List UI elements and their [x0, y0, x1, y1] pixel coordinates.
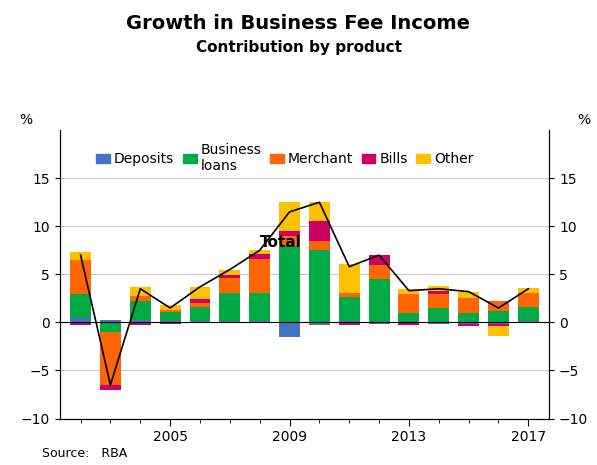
Bar [250, 321, 270, 322]
Bar [279, 236, 300, 246]
Bar [368, 265, 390, 279]
Text: Contribution by product: Contribution by product [195, 40, 402, 54]
Bar [368, 322, 390, 324]
Bar [130, 301, 151, 320]
Bar [219, 321, 241, 322]
Bar [488, 322, 509, 324]
Bar [250, 250, 270, 254]
Bar [309, 202, 330, 221]
Bar [160, 322, 181, 324]
Bar [100, 332, 121, 385]
Bar [309, 250, 330, 322]
Bar [130, 320, 151, 322]
Bar [518, 322, 539, 323]
Bar [100, 319, 121, 322]
Bar [518, 288, 539, 292]
Bar [70, 322, 91, 326]
Bar [429, 308, 450, 322]
Bar [279, 231, 300, 236]
Bar [190, 307, 211, 321]
Bar [219, 278, 241, 292]
Bar [339, 292, 360, 298]
Bar [279, 322, 300, 337]
Text: %: % [19, 113, 32, 127]
Bar [398, 289, 419, 293]
Bar [339, 322, 360, 326]
Bar [458, 299, 479, 313]
Bar [398, 322, 419, 323]
Bar [219, 270, 241, 275]
Bar [429, 293, 450, 308]
Bar [190, 321, 211, 322]
Bar [309, 322, 330, 326]
Bar [190, 287, 211, 299]
Bar [130, 287, 151, 297]
Bar [160, 321, 181, 322]
Bar [368, 279, 390, 322]
Bar [130, 322, 151, 326]
Bar [70, 318, 91, 322]
Bar [70, 260, 91, 293]
Bar [488, 301, 509, 311]
Bar [279, 202, 300, 231]
Bar [190, 303, 211, 307]
Bar [100, 322, 121, 332]
Bar [160, 312, 181, 321]
Bar [219, 275, 241, 278]
Bar [488, 326, 509, 336]
Text: Total: Total [260, 235, 301, 251]
Bar [219, 292, 241, 321]
Text: %: % [577, 113, 590, 127]
Bar [398, 293, 419, 313]
Bar [429, 291, 450, 293]
Bar [429, 286, 450, 291]
Bar [458, 322, 479, 324]
Bar [458, 313, 479, 322]
Legend: Deposits, Business
loans, Merchant, Bills, Other: Deposits, Business loans, Merchant, Bill… [91, 137, 479, 179]
Bar [339, 298, 360, 321]
Bar [250, 254, 270, 259]
Bar [339, 264, 360, 292]
Bar [279, 246, 300, 322]
Bar [250, 292, 270, 321]
Bar [160, 310, 181, 312]
Bar [250, 259, 270, 292]
Bar [488, 311, 509, 322]
Bar [518, 321, 539, 322]
Bar [309, 241, 330, 250]
Bar [398, 323, 419, 325]
Bar [458, 324, 479, 326]
Text: Source:   RBA: Source: RBA [42, 447, 127, 460]
Bar [518, 292, 539, 307]
Bar [70, 252, 91, 260]
Bar [368, 255, 390, 265]
Bar [130, 297, 151, 301]
Bar [100, 385, 121, 390]
Text: Growth in Business Fee Income: Growth in Business Fee Income [127, 14, 470, 33]
Bar [518, 307, 539, 321]
Bar [70, 293, 91, 318]
Bar [309, 221, 330, 241]
Bar [398, 313, 419, 322]
Bar [160, 305, 181, 310]
Bar [429, 322, 450, 324]
Bar [488, 324, 509, 326]
Bar [458, 292, 479, 299]
Bar [339, 321, 360, 322]
Bar [190, 299, 211, 303]
